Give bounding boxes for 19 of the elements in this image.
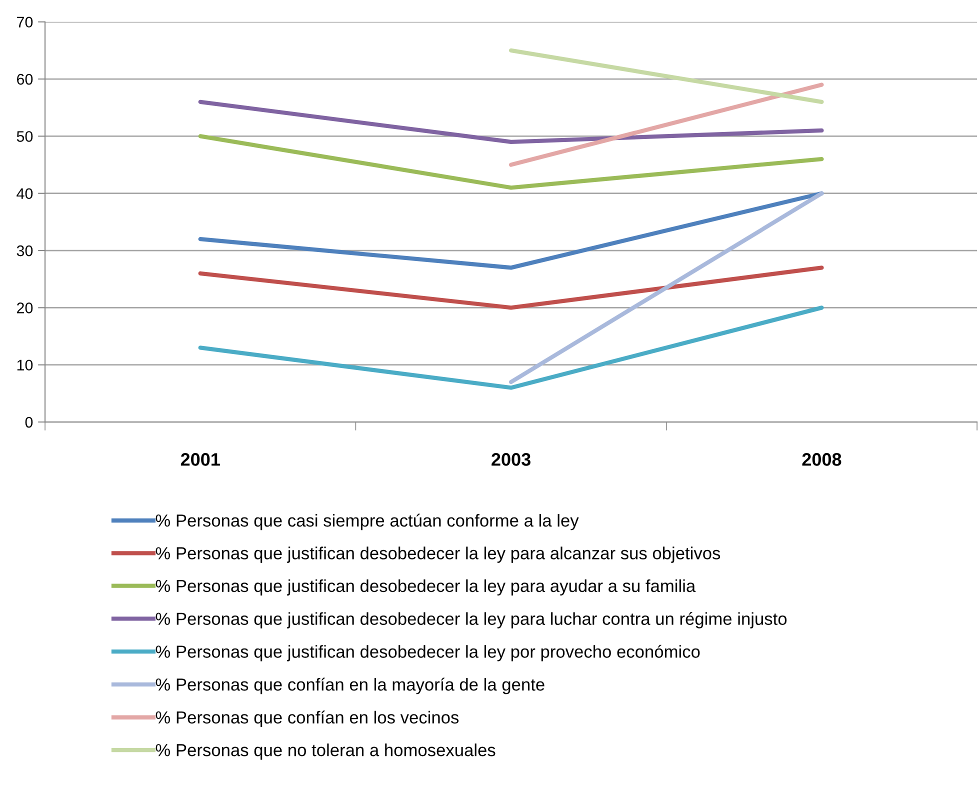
legend-label: % Personas que confían en la mayoría de la gente [156,678,544,694]
x-tick-label: 2003 [492,453,530,466]
y-tick-label: 0 [25,416,33,428]
y-tick-label: 10 [17,360,33,371]
y-tick-label: 50 [16,131,33,142]
y-tick-label: 70 [17,16,33,28]
x-tick-label: 2001 [180,453,220,466]
y-tick-label: 40 [16,188,33,200]
legend-label: % Personas que no toleran a homosexuales [156,744,496,760]
y-tick-label: 60 [17,74,33,85]
y-tick-label: 30 [16,245,33,256]
legend-label: % Personas que justifican desobedecer la ley por provecho económico [156,644,700,662]
legend-label: % Personas que confían en los vecinos [156,710,459,728]
legend-label: % Personas que justifican desobedecer la ley para luchar contra un régime injusto [156,612,787,628]
x-tick-label: 2008 [802,453,842,466]
y-tick-label: 20 [17,302,33,314]
legend-label: % Personas que justifican desobedecer la ley para alcanzar sus objetivos [156,546,720,563]
legend-label: % Personas que casi siempre actúan conforme a la ley [156,514,579,530]
legend-label: % Personas que justifican desobedecer la ley para ayudar a su familia [156,579,696,596]
